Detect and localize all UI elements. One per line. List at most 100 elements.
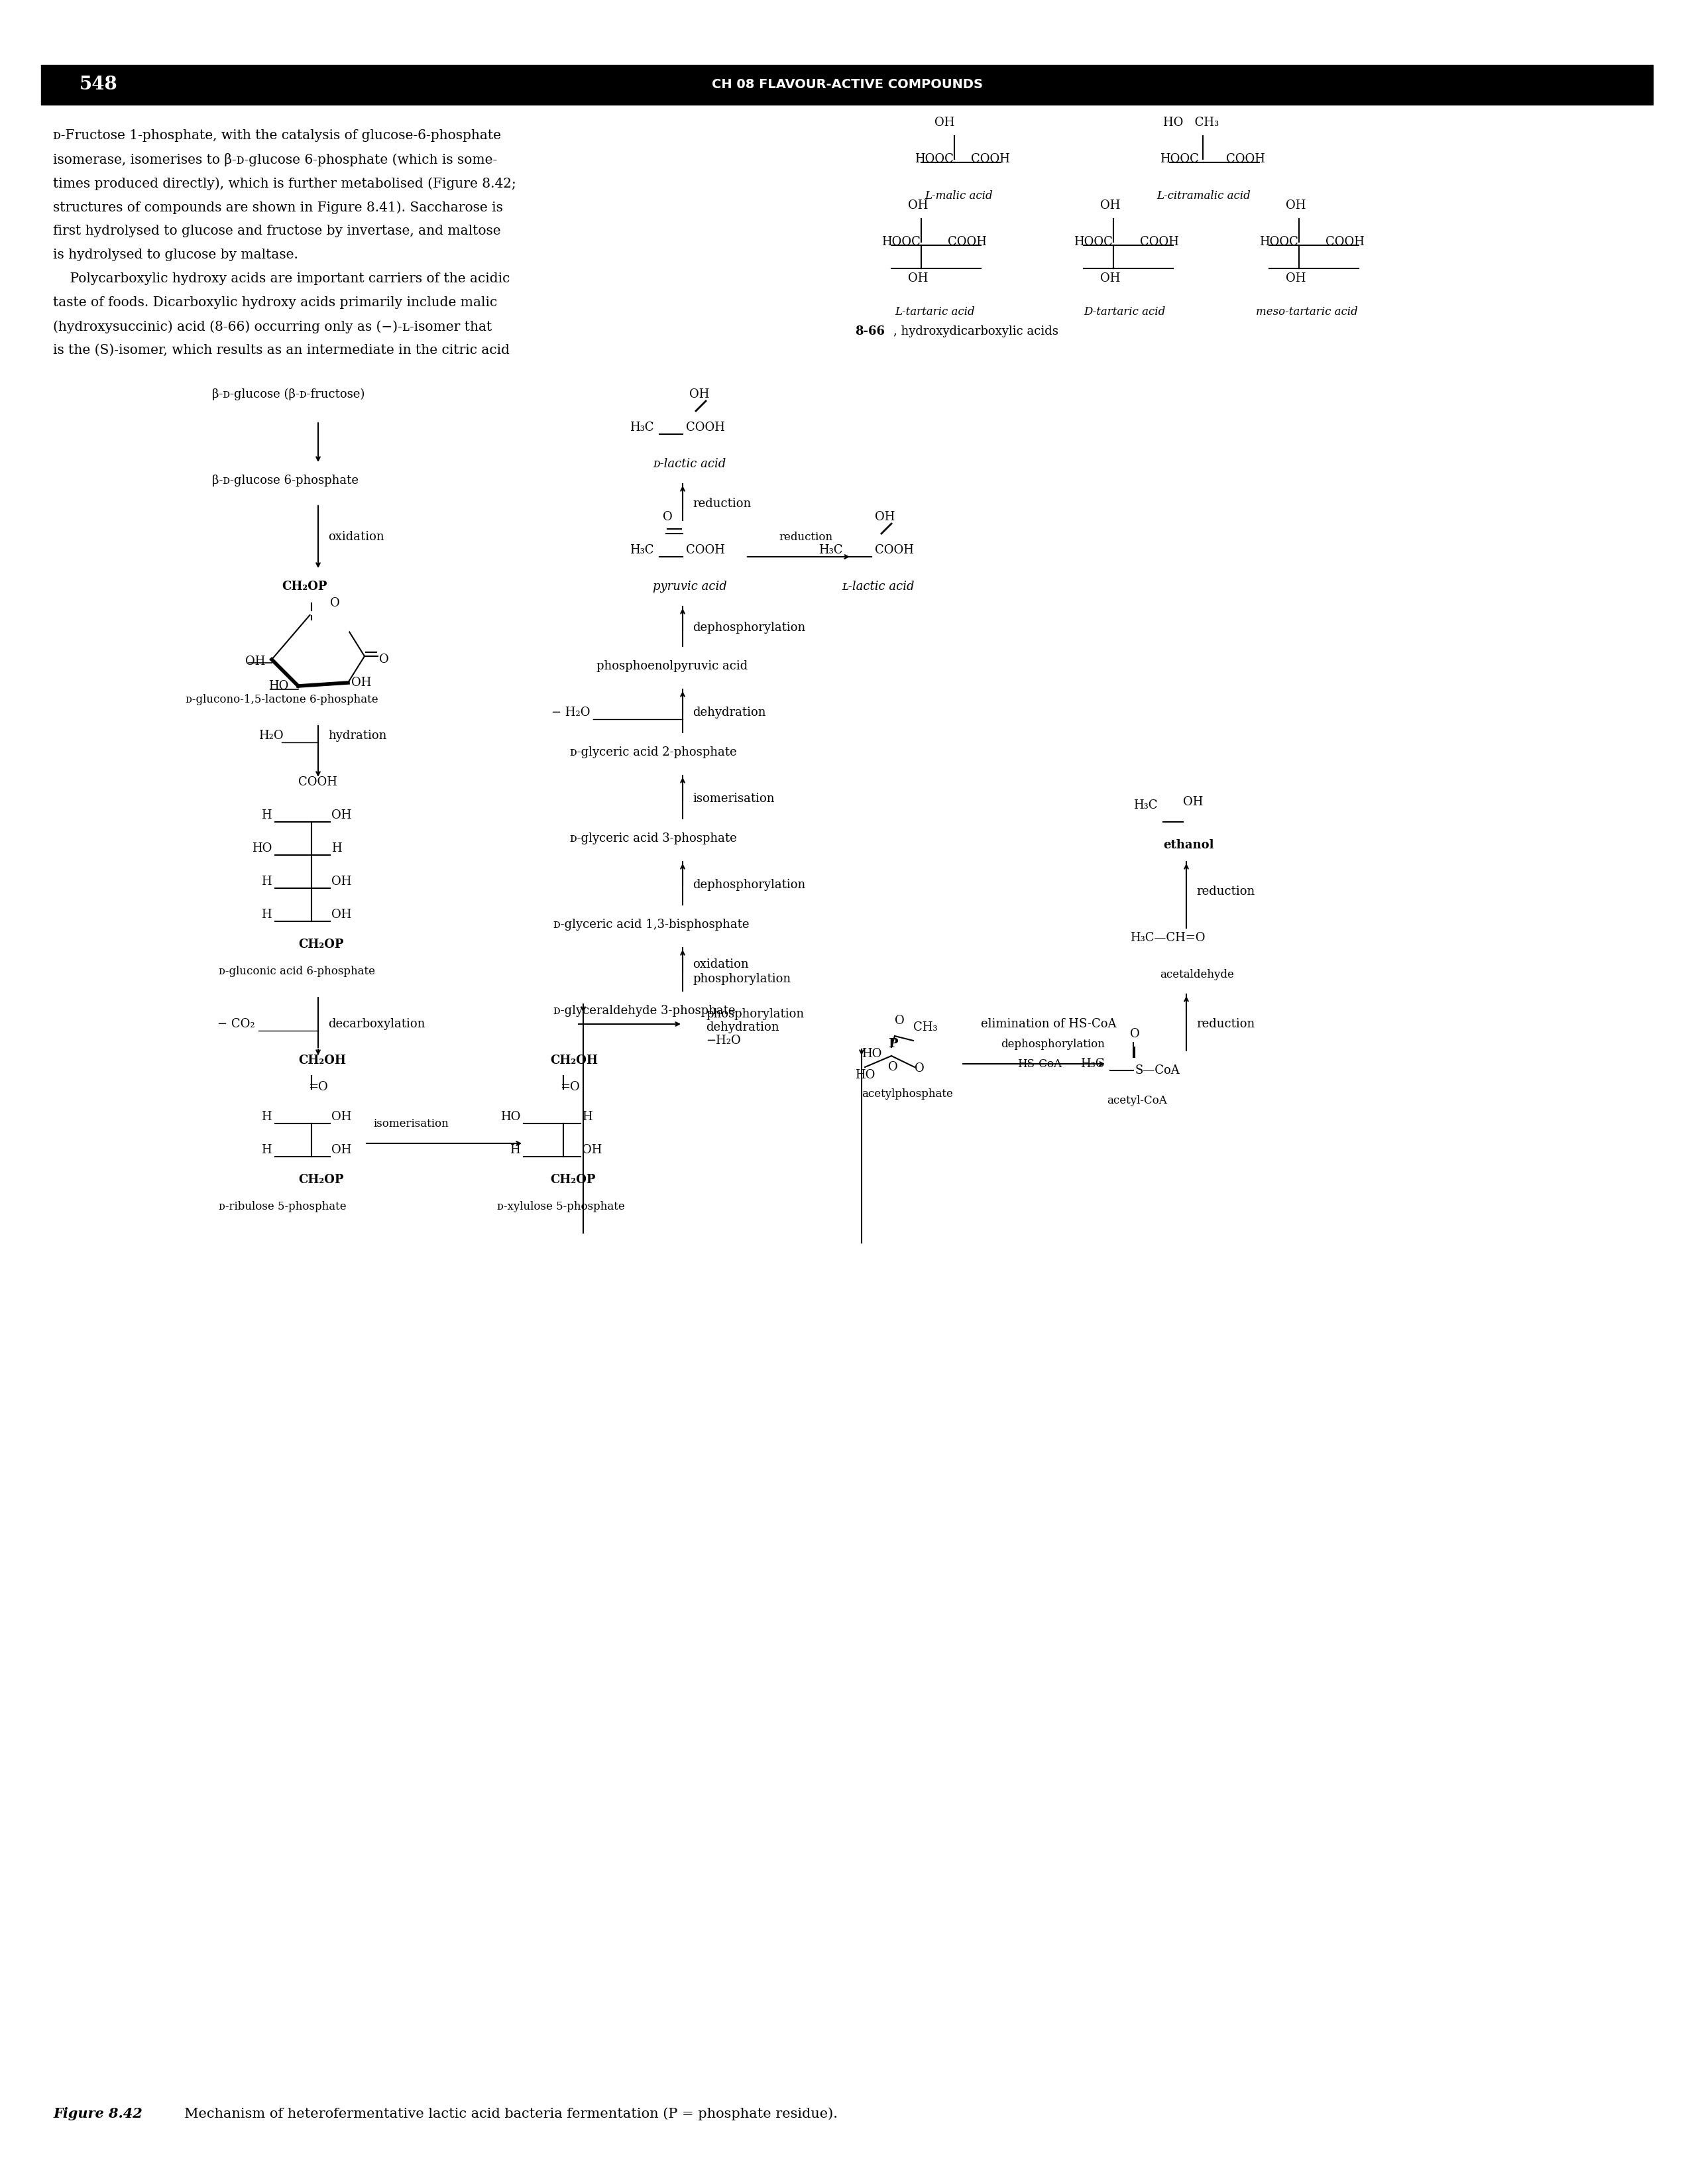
Text: acetaldehyde: acetaldehyde xyxy=(1159,970,1233,981)
Text: HOOC: HOOC xyxy=(915,153,954,166)
Text: H: H xyxy=(261,1144,272,1155)
Text: Figure 8.42: Figure 8.42 xyxy=(52,2108,142,2121)
Text: ᴅ-glyceric acid 1,3-bisphosphate: ᴅ-glyceric acid 1,3-bisphosphate xyxy=(553,919,750,930)
Text: decarboxylation: decarboxylation xyxy=(328,1018,425,1031)
Text: phosphoenolpyruvic acid: phosphoenolpyruvic acid xyxy=(597,660,748,673)
Text: isomerisation: isomerisation xyxy=(692,793,775,804)
Text: oxidation: oxidation xyxy=(328,531,384,544)
Text: CH₂OP: CH₂OP xyxy=(550,1173,596,1186)
Text: isomerase, isomerises to β-ᴅ-glucose 6-phosphate (which is some-: isomerase, isomerises to β-ᴅ-glucose 6-p… xyxy=(52,153,497,166)
Text: OH: OH xyxy=(332,810,352,821)
Text: OH: OH xyxy=(1100,199,1120,212)
Text: COOH: COOH xyxy=(298,775,337,788)
Text: CH₂OP: CH₂OP xyxy=(298,939,343,950)
Text: HO: HO xyxy=(501,1112,519,1123)
Text: oxidation: oxidation xyxy=(692,959,748,970)
Text: COOH: COOH xyxy=(1227,153,1266,166)
Text: L-tartaric acid: L-tartaric acid xyxy=(895,306,975,317)
Text: ᴅ-ribulose 5-phosphate: ᴅ-ribulose 5-phosphate xyxy=(218,1201,347,1212)
Text: HOOC: HOOC xyxy=(1159,153,1200,166)
Text: H: H xyxy=(261,876,272,887)
Text: reduction: reduction xyxy=(778,531,832,544)
Text: OH: OH xyxy=(332,909,352,922)
Text: reduction: reduction xyxy=(1196,885,1255,898)
Text: reduction: reduction xyxy=(1196,1018,1255,1031)
Text: O: O xyxy=(379,653,389,666)
Text: acetyl-CoA: acetyl-CoA xyxy=(1107,1094,1167,1107)
Text: Polycarboxylic hydroxy acids are important carriers of the acidic: Polycarboxylic hydroxy acids are importa… xyxy=(52,273,509,286)
Text: β-ᴅ-glucose 6-phosphate: β-ᴅ-glucose 6-phosphate xyxy=(212,474,359,487)
Text: O: O xyxy=(915,1061,924,1075)
Text: − H₂O: − H₂O xyxy=(552,708,591,719)
Text: Mechanism of heterofermentative lactic acid bacteria fermentation (P = phosphate: Mechanism of heterofermentative lactic a… xyxy=(176,2108,838,2121)
Text: OH: OH xyxy=(1286,273,1306,284)
Text: ᴅ-lactic acid: ᴅ-lactic acid xyxy=(653,459,726,470)
Text: 8-66: 8-66 xyxy=(854,325,885,336)
Text: P: P xyxy=(888,1037,898,1051)
Text: HO: HO xyxy=(252,843,272,854)
Text: is hydrolysed to glucose by maltase.: is hydrolysed to glucose by maltase. xyxy=(52,249,298,262)
Text: O: O xyxy=(888,1061,898,1072)
Text: ʟ-lactic acid: ʟ-lactic acid xyxy=(841,581,914,592)
Text: O: O xyxy=(895,1016,905,1026)
Text: HO: HO xyxy=(854,1070,875,1081)
Text: ᴅ-Fructose 1-phosphate, with the catalysis of glucose-6-phosphate: ᴅ-Fructose 1-phosphate, with the catalys… xyxy=(52,129,501,142)
Text: HS-CoA: HS-CoA xyxy=(1017,1059,1061,1070)
Text: HOOC: HOOC xyxy=(1074,236,1113,249)
Text: L-malic acid: L-malic acid xyxy=(924,190,993,201)
Text: ᴅ-glyceric acid 2-phosphate: ᴅ-glyceric acid 2-phosphate xyxy=(570,747,736,758)
Text: first hydrolysed to glucose and fructose by invertase, and maltose: first hydrolysed to glucose and fructose… xyxy=(52,225,501,238)
Text: −H₂O: −H₂O xyxy=(706,1035,741,1046)
Text: pyruvic acid: pyruvic acid xyxy=(653,581,728,592)
Text: acetylphosphate: acetylphosphate xyxy=(861,1088,953,1099)
Text: elimination of HS-CoA: elimination of HS-CoA xyxy=(981,1018,1117,1031)
Text: HO: HO xyxy=(861,1048,882,1059)
Text: H: H xyxy=(261,909,272,922)
Text: is the (S)-isomer, which results as an intermediate in the citric acid: is the (S)-isomer, which results as an i… xyxy=(52,345,509,356)
Text: H₃C—CH=O: H₃C—CH=O xyxy=(1130,933,1205,943)
Text: OH: OH xyxy=(332,1112,352,1123)
Text: HO: HO xyxy=(269,679,289,692)
Text: (hydroxysuccinic) acid (8-66) occurring only as (−)-ʟ-isomer that: (hydroxysuccinic) acid (8-66) occurring … xyxy=(52,321,492,334)
Text: OH: OH xyxy=(352,677,371,688)
Text: ᴅ-glyceric acid 3-phosphate: ᴅ-glyceric acid 3-phosphate xyxy=(570,832,736,845)
Text: OH: OH xyxy=(934,116,954,129)
Text: COOH: COOH xyxy=(875,544,914,557)
Text: isomerisation: isomerisation xyxy=(374,1118,448,1129)
Text: S—CoA: S—CoA xyxy=(1135,1064,1179,1077)
Text: H₃C: H₃C xyxy=(629,544,653,557)
Text: times produced directly), which is further metabolised (Figure 8.42;: times produced directly), which is furth… xyxy=(52,177,516,190)
Text: dehydration: dehydration xyxy=(692,708,766,719)
Text: OH: OH xyxy=(1286,199,1306,212)
Text: , hydroxydicarboxylic acids: , hydroxydicarboxylic acids xyxy=(893,325,1058,336)
Text: COOH: COOH xyxy=(685,422,724,432)
Text: H₃C: H₃C xyxy=(1079,1057,1105,1070)
Text: dephosphorylation: dephosphorylation xyxy=(692,878,805,891)
Text: H₃C: H₃C xyxy=(629,422,653,432)
Text: OH: OH xyxy=(875,511,895,522)
Text: OH: OH xyxy=(582,1144,602,1155)
Text: CH₂OH: CH₂OH xyxy=(550,1055,597,1066)
Text: phosphorylation: phosphorylation xyxy=(692,974,790,985)
Text: O: O xyxy=(330,596,340,609)
Text: HO   CH₃: HO CH₃ xyxy=(1162,116,1218,129)
Text: COOH: COOH xyxy=(971,153,1010,166)
Text: taste of foods. Dicarboxylic hydroxy acids primarily include malic: taste of foods. Dicarboxylic hydroxy aci… xyxy=(52,297,497,308)
Text: ᴅ-xylulose 5-phosphate: ᴅ-xylulose 5-phosphate xyxy=(497,1201,624,1212)
Text: CH₂OP: CH₂OP xyxy=(298,1173,343,1186)
Text: ᴅ-glyceraldehyde 3-phosphate: ᴅ-glyceraldehyde 3-phosphate xyxy=(553,1005,736,1018)
Text: dephosphorylation: dephosphorylation xyxy=(1000,1040,1105,1051)
Text: L-citramalic acid: L-citramalic acid xyxy=(1157,190,1250,201)
Text: hydration: hydration xyxy=(328,729,387,743)
Text: OH: OH xyxy=(689,389,709,400)
Text: ᴅ-gluconic acid 6-phosphate: ᴅ-gluconic acid 6-phosphate xyxy=(218,965,376,976)
Text: OH: OH xyxy=(332,1144,352,1155)
Text: structures of compounds are shown in Figure 8.41). Saccharose is: structures of compounds are shown in Fig… xyxy=(52,201,503,214)
Text: H: H xyxy=(261,1112,272,1123)
Text: − CO₂: − CO₂ xyxy=(218,1018,255,1031)
Text: meso-tartaric acid: meso-tartaric acid xyxy=(1255,306,1357,317)
Text: β-ᴅ-glucose (β-ᴅ-fructose): β-ᴅ-glucose (β-ᴅ-fructose) xyxy=(212,389,365,400)
Text: CH₃: CH₃ xyxy=(914,1022,937,1033)
Text: OH: OH xyxy=(1100,273,1120,284)
Text: H: H xyxy=(509,1144,519,1155)
